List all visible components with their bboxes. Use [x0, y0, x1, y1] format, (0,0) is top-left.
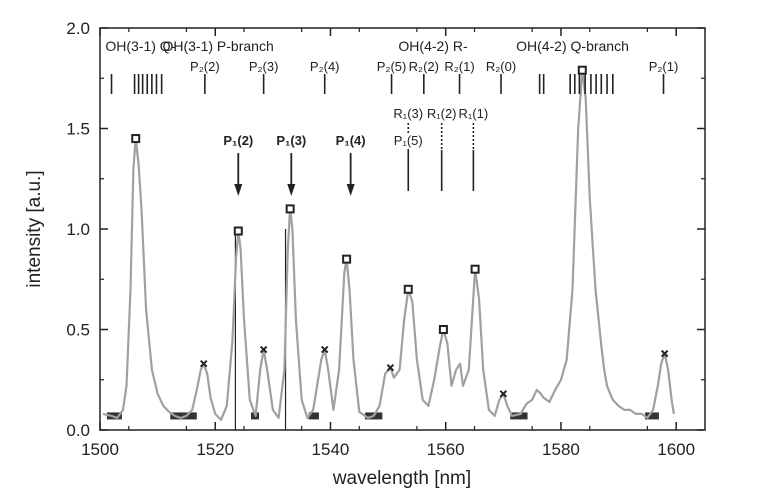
- r1-label: R₁(1): [459, 106, 489, 121]
- square-peak-marker: [438, 325, 448, 334]
- arrow-head: [346, 184, 355, 196]
- branch-label: OH(4-2) Q-branch: [516, 38, 629, 54]
- x-tick-label: 1600: [657, 440, 695, 459]
- arrow-head: [234, 184, 243, 196]
- square-peak-marker: [285, 204, 295, 214]
- square-peak-marker: [470, 264, 480, 274]
- spectrum-line: [102, 69, 675, 421]
- cross-peak-marker: [321, 345, 329, 354]
- arrow-head: [287, 184, 296, 196]
- r1-label: R₁(2): [427, 106, 457, 121]
- cross-peak-marker: [386, 363, 395, 372]
- branch-label: OH(3-1) Q-: [105, 38, 175, 54]
- y-tick-label: 0.0: [66, 421, 90, 440]
- x-tick-label: 1560: [427, 440, 465, 459]
- square-peak-marker: [577, 65, 587, 75]
- cross-peak-marker: [200, 359, 208, 368]
- r1-label: R₁(3): [393, 106, 423, 121]
- transition-label: P₂(1): [649, 59, 679, 74]
- cross-peak-marker: [259, 345, 268, 354]
- square-peak-marker: [342, 254, 352, 264]
- branch-label: OH(3-1) P-branch: [162, 38, 273, 54]
- transition-label: P₂(2): [190, 59, 220, 74]
- x-tick-label: 1540: [312, 440, 350, 459]
- arrow-label: P₁(2): [223, 133, 253, 148]
- y-axis-title: intensity [a.u.]: [24, 170, 45, 287]
- square-peak-marker: [403, 284, 413, 294]
- x-tick-label: 1520: [196, 440, 234, 459]
- y-tick-label: 1.0: [66, 220, 90, 239]
- line-annotations: OH(3-1) Q-OH(3-1) P-branch OH(4-2) R- OH(4…: [105, 38, 678, 196]
- arrow-label: P₁(4): [336, 133, 366, 148]
- transition-label: R₂(1): [444, 59, 474, 74]
- square-peak-marker: [131, 134, 141, 144]
- transition-label: P₂(5): [377, 59, 407, 74]
- transition-label: R₂(2): [409, 59, 439, 74]
- x-axis-title: wavelength [nm]: [332, 468, 471, 489]
- x-tick-label: 1580: [542, 440, 580, 459]
- square-peak-marker: [233, 226, 243, 236]
- cross-peak-marker: [499, 390, 508, 398]
- p1-label: P₁(5): [394, 133, 423, 148]
- transition-label: P₂(4): [310, 59, 340, 74]
- background-region-bar: [308, 412, 319, 420]
- peak-markers: [131, 65, 669, 398]
- cross-peak-marker: [660, 349, 669, 358]
- transition-label: P₂(3): [249, 59, 279, 74]
- y-tick-label: 2.0: [66, 19, 90, 38]
- background-region-bar: [645, 412, 659, 420]
- background-region-bar: [510, 412, 528, 420]
- y-tick-label: 0.5: [66, 321, 90, 340]
- x-tick-label: 1500: [81, 440, 119, 459]
- reference-lines: [234, 229, 287, 430]
- y-tick-label: 1.5: [66, 120, 90, 139]
- plot-frame: [99, 27, 706, 431]
- branch-label: OH(4-2) R-: [398, 38, 468, 54]
- transition-label: R₂(0): [486, 59, 516, 74]
- axis-ticks: 1500 1520 1540 1560 1580 1600 0.0 0.5 1.0 1.5 2.0: [66, 19, 705, 459]
- arrow-label: P₁(3): [276, 133, 306, 148]
